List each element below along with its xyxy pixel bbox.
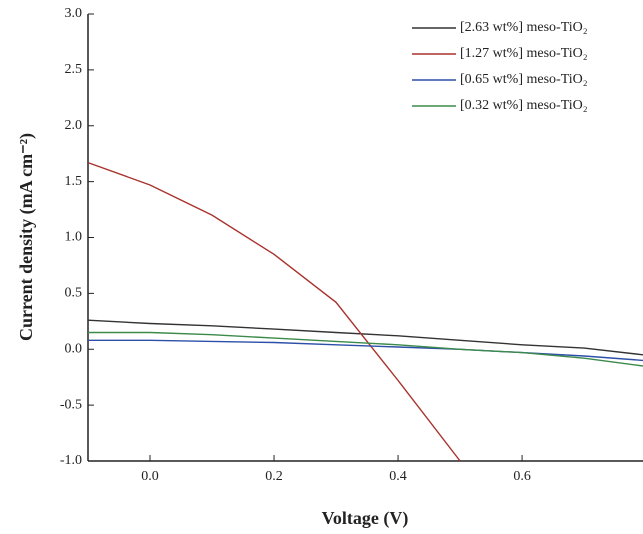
x-axis-label: Voltage (V) xyxy=(322,508,409,529)
y-tick-label: 0.5 xyxy=(65,286,83,301)
y-tick-label: 3.0 xyxy=(65,6,83,21)
series-line xyxy=(88,331,643,367)
series-line xyxy=(87,319,643,356)
x-tick-label: 0.6 xyxy=(513,469,531,484)
series-line xyxy=(87,161,461,462)
y-tick-label: 1.0 xyxy=(65,230,83,245)
y-tick-label: -0.5 xyxy=(60,397,82,412)
y-tick-label: 2.5 xyxy=(65,62,83,77)
y-tick-label: -1.0 xyxy=(60,453,82,468)
x-tick-label: 0.4 xyxy=(389,469,407,484)
legend-label: [0.65 wt%] meso-TiO₂ xyxy=(460,72,588,87)
series-line xyxy=(88,339,643,362)
legend-label: [2.63 wt%] meso-TiO₂ xyxy=(460,20,588,35)
legend-label: [1.27 wt%] meso-TiO₂ xyxy=(460,46,588,61)
x-tick-label: 0.0 xyxy=(141,469,159,484)
y-tick-label: 1.5 xyxy=(65,174,83,189)
y-tick-label: 2.0 xyxy=(65,118,83,133)
y-axis-label: Current density (mA cm⁻²) xyxy=(16,133,37,341)
y-tick-label: 0.0 xyxy=(65,341,83,356)
x-tick-label: 0.2 xyxy=(265,469,283,484)
legend-label: [0.32 wt%] meso-TiO₂ xyxy=(460,98,588,113)
